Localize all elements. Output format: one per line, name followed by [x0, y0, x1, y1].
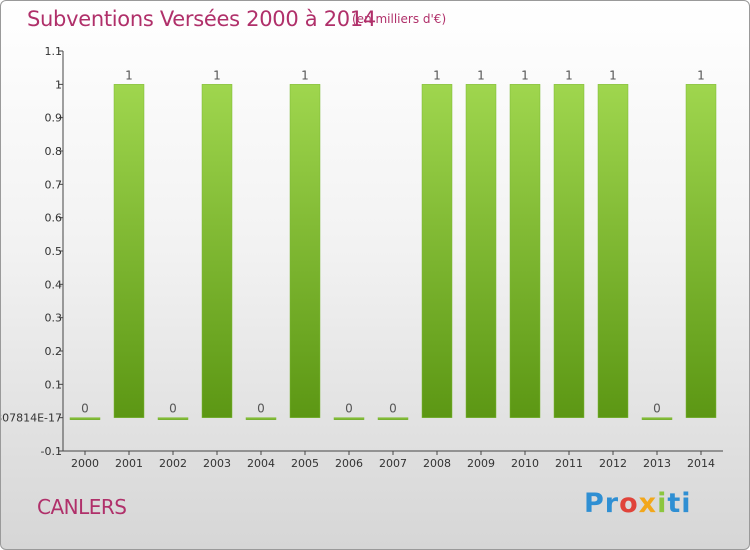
bar — [245, 417, 277, 420]
y-tick-label: -0.1 — [41, 445, 62, 458]
data-label: 1 — [301, 68, 309, 82]
bar — [333, 417, 365, 420]
bar — [685, 84, 717, 418]
x-tick-label: 2006 — [335, 457, 363, 470]
y-tick-label: 0.3 — [45, 312, 63, 325]
x-tick-label: 2012 — [599, 457, 627, 470]
x-tick-label: 2010 — [511, 457, 539, 470]
bar — [289, 84, 321, 418]
x-tick-label: 2001 — [115, 457, 143, 470]
y-tick-label: 0.6 — [45, 212, 63, 225]
y-tick-label: 0.5 — [45, 245, 63, 258]
data-label: 0 — [81, 402, 89, 416]
y-tick-label: 0.7 — [45, 178, 63, 191]
y-tick-label: 1.1 — [45, 45, 63, 58]
y-tick-label: 1 — [55, 78, 62, 91]
y-tick-label: 0.2 — [45, 345, 63, 358]
x-tick-label: 2014 — [687, 457, 715, 470]
data-label: 0 — [345, 402, 353, 416]
data-label: 1 — [433, 68, 441, 82]
proxiti-logo: Proxiti — [584, 488, 692, 519]
data-label: 1 — [565, 68, 573, 82]
logo-part: x — [638, 488, 658, 519]
data-label: 1 — [213, 68, 221, 82]
bar — [641, 417, 673, 420]
bar — [597, 84, 629, 418]
x-tick-label: 2011 — [555, 457, 583, 470]
data-label: 0 — [257, 402, 265, 416]
y-tick-label: 0.1 — [45, 378, 63, 391]
bar — [69, 417, 101, 420]
logo-part: ti — [667, 488, 692, 519]
data-label: 1 — [609, 68, 617, 82]
logo-part: o — [619, 488, 639, 519]
y-tick-label: 1.387778807814E-17 — [1, 412, 62, 425]
x-axis-ticks: 2000 2001 2002 2003 2004 2005 2006 2007 2008 2009… — [71, 451, 715, 470]
x-tick-label: 2003 — [203, 457, 231, 470]
bar — [113, 84, 145, 418]
x-tick-label: 2002 — [159, 457, 187, 470]
bar — [509, 84, 541, 418]
data-label: 1 — [697, 68, 705, 82]
bars-group — [69, 84, 717, 420]
data-label: 0 — [169, 402, 177, 416]
x-tick-label: 2004 — [247, 457, 275, 470]
bar — [377, 417, 409, 420]
chart-subtitle: (en milliers d'€) — [352, 12, 447, 26]
data-label: 0 — [653, 402, 661, 416]
y-axis-ticks: -0.1 1.387778807814E-17 0.1 0.2 0.3 0.4 0.5 0.6… — [1, 45, 63, 458]
bar — [421, 84, 453, 418]
data-label: 1 — [125, 68, 133, 82]
logo-part: Pr — [584, 488, 620, 519]
bar — [465, 84, 497, 418]
data-label: 0 — [389, 402, 397, 416]
bar — [201, 84, 233, 418]
x-tick-label: 2000 — [71, 457, 99, 470]
x-tick-label: 2007 — [379, 457, 407, 470]
x-tick-label: 2008 — [423, 457, 451, 470]
y-tick-label: 0.8 — [45, 145, 63, 158]
x-tick-label: 2009 — [467, 457, 495, 470]
data-label: 1 — [477, 68, 485, 82]
data-labels-group: 0 1 0 1 0 1 0 0 1 1 1 1 1 0 1 — [81, 68, 705, 415]
data-label: 1 — [521, 68, 529, 82]
bar — [157, 417, 189, 420]
y-tick-label: 0.4 — [45, 278, 63, 291]
x-tick-label: 2005 — [291, 457, 319, 470]
y-tick-label: 0.9 — [45, 112, 63, 125]
x-tick-label: 2013 — [643, 457, 671, 470]
bar — [553, 84, 585, 418]
commune-name: CANLERS — [37, 495, 127, 519]
logo-part: i — [657, 488, 668, 519]
chart-title: Subventions Versées 2000 à 2014 — [27, 7, 376, 31]
